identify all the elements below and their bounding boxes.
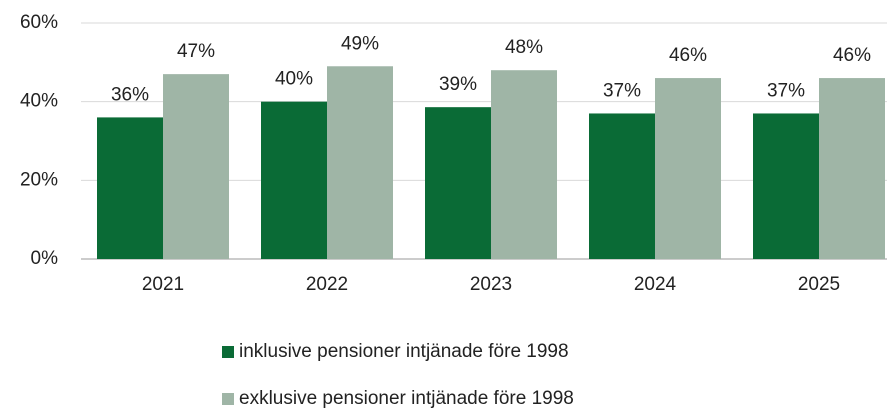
data-label: 37% xyxy=(603,80,641,101)
bar xyxy=(261,101,327,260)
y-tick-label: 20% xyxy=(20,169,58,190)
legend-swatch xyxy=(222,393,234,405)
y-tick-label: 0% xyxy=(31,248,59,269)
data-label: 46% xyxy=(669,45,707,66)
y-tick-label: 40% xyxy=(20,91,58,112)
x-tick-label: 2022 xyxy=(306,274,348,295)
bar xyxy=(163,74,229,259)
data-label: 48% xyxy=(505,37,543,58)
bar xyxy=(97,117,163,260)
bar xyxy=(589,113,655,259)
bar xyxy=(655,78,721,259)
bar xyxy=(327,66,393,260)
bar xyxy=(819,78,885,259)
bar xyxy=(491,70,557,259)
y-tick-label: 60% xyxy=(20,12,58,33)
x-tick-label: 2025 xyxy=(798,274,840,295)
data-label: 37% xyxy=(767,80,805,101)
legend-label: inklusive pensioner intjänade före 1998 xyxy=(239,341,569,362)
data-label: 49% xyxy=(341,33,379,54)
data-label: 46% xyxy=(833,45,871,66)
data-label: 39% xyxy=(439,74,477,95)
legend-label: exklusive pensioner intjänade före 1998 xyxy=(239,388,574,409)
x-tick-label: 2024 xyxy=(634,274,677,295)
data-label: 36% xyxy=(111,84,149,105)
data-label: 47% xyxy=(177,41,215,62)
data-label: 40% xyxy=(275,69,313,90)
legend-swatch xyxy=(222,346,234,358)
bar xyxy=(753,113,819,259)
x-tick-label: 2023 xyxy=(470,274,512,295)
bar xyxy=(425,107,491,259)
x-tick-label: 2021 xyxy=(142,274,184,295)
